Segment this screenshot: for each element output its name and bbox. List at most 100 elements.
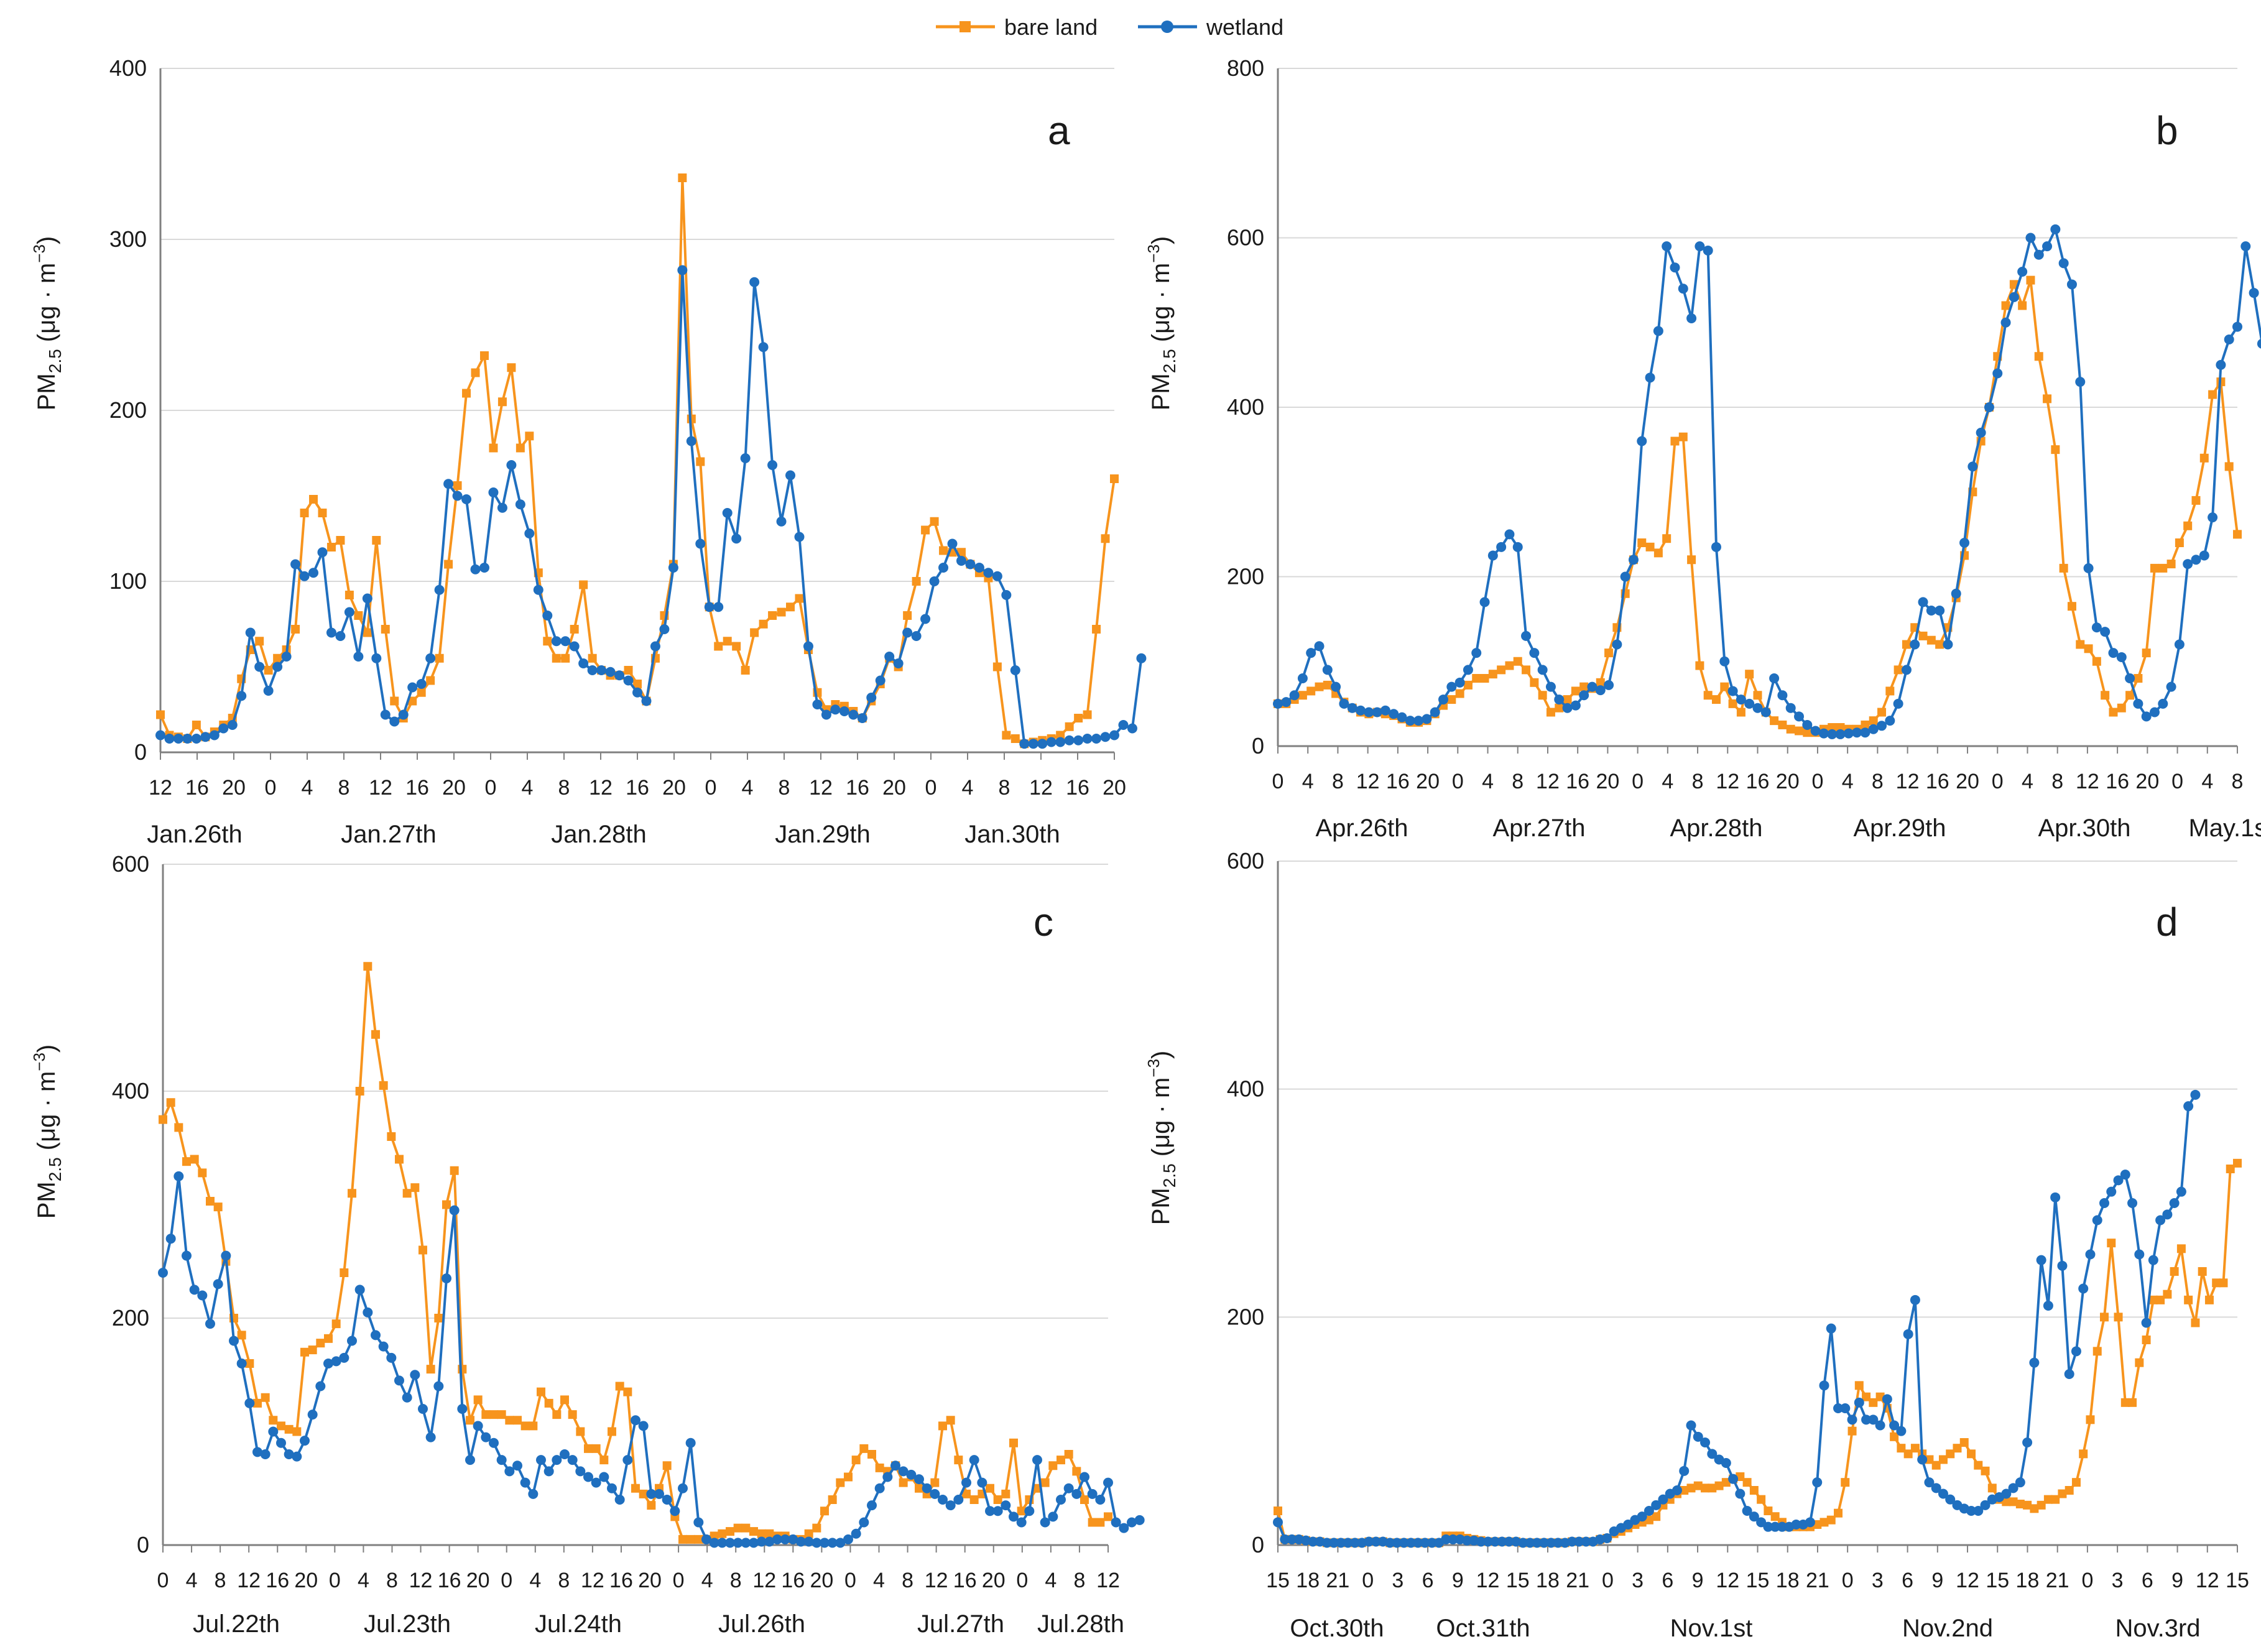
bare-land-point: [1890, 1432, 1899, 1441]
wetland-point: [938, 563, 949, 573]
wetland-point: [2057, 1260, 2068, 1271]
wetland-point: [686, 436, 696, 446]
date-label: Jan.30th: [964, 821, 1060, 848]
bare-land-point: [1072, 1467, 1081, 1476]
wetland-point: [709, 1538, 719, 1548]
wetland-point: [843, 1534, 853, 1544]
y-tick-label: 200: [1227, 564, 1264, 589]
wetland-point: [693, 1517, 704, 1528]
wetland-point: [830, 704, 841, 715]
wetland-point: [155, 730, 165, 741]
wetland-point: [2190, 1089, 2201, 1100]
wetland-point: [977, 1477, 987, 1488]
x-tick-label: 4: [1302, 770, 1314, 793]
bare-land-point: [741, 666, 750, 675]
bare-land-point: [2071, 1478, 2081, 1487]
wetland-point: [796, 1536, 806, 1547]
date-label: Jul.27th: [917, 1610, 1004, 1638]
x-tick-label: 12: [809, 776, 833, 800]
bare-land-point: [505, 1416, 514, 1425]
bare-land-point: [757, 1529, 766, 1538]
wetland-point: [1546, 1538, 1556, 1548]
bare-land-point: [1096, 1518, 1105, 1527]
wetland-point: [1056, 1495, 1066, 1505]
bare-land-point: [442, 1200, 451, 1209]
bare-land-point: [1861, 720, 1870, 729]
panel-b-letter: b: [2156, 108, 2178, 153]
bare-land-point: [471, 368, 480, 377]
wetland-point: [1518, 1538, 1528, 1548]
bare-land-point: [2134, 674, 2143, 683]
wetland-point: [227, 720, 238, 730]
wetland-point: [1707, 1449, 1718, 1459]
wetland-point: [2108, 648, 2119, 658]
x-tick-label: 21: [1806, 1569, 1829, 1592]
bare-land-point: [1110, 474, 1119, 483]
wetland-point: [764, 1536, 775, 1547]
wetland-point: [740, 453, 751, 463]
wetland-point: [882, 1472, 893, 1482]
bare-land-point: [2092, 657, 2101, 666]
wetland-point: [632, 687, 642, 698]
wetland-point: [173, 734, 183, 744]
wetland-point: [394, 1375, 404, 1386]
x-tick-label: 0: [265, 776, 277, 800]
x-tick-label: 20: [882, 776, 906, 800]
panel-a-date-labels: Jan.26th Jan.27th Jan.28th Jan.29th Jan.30th: [147, 821, 1060, 848]
bare-land-point: [2064, 1486, 2074, 1495]
bare-land-point: [390, 696, 399, 706]
bare-land-point: [395, 1155, 404, 1164]
x-tick-label: 0: [1811, 770, 1823, 793]
wetland-point: [1901, 665, 1912, 675]
wetland-point: [389, 716, 400, 727]
x-tick-label: 16: [405, 776, 429, 800]
wetland-point: [205, 1319, 215, 1329]
wetland-point: [1810, 726, 1821, 736]
bare-land-point: [261, 1393, 270, 1402]
x-tick-label: 4: [701, 1569, 713, 1592]
bare-land-point: [2117, 703, 2126, 713]
wetland-point: [1735, 1488, 1745, 1499]
bare-land-point: [993, 1495, 1002, 1504]
wetland-point: [1343, 1538, 1353, 1548]
wetland-point: [263, 686, 274, 696]
x-tick-label: 6: [1422, 1569, 1434, 1592]
wetland-point: [1567, 1536, 1578, 1547]
wetland-point: [641, 696, 652, 706]
wetland-point: [1744, 698, 1755, 709]
wetland-point: [1438, 694, 1449, 705]
bare-land-point: [930, 517, 939, 526]
bare-land-line-c: [162, 965, 1109, 1541]
bare-land-point: [1745, 670, 1754, 679]
wetland-point: [2208, 512, 2218, 523]
x-tick-label: 16: [185, 776, 209, 800]
bare-land-point: [710, 1531, 719, 1541]
x-tick-label: 6: [2142, 1569, 2153, 1592]
wetland-point: [569, 641, 580, 652]
wetland-point: [2025, 233, 2036, 243]
wetland-point: [560, 1449, 570, 1459]
x-tick-label: 3: [1872, 1569, 1884, 1592]
wetland-point: [407, 682, 418, 693]
wetland-point: [599, 1472, 609, 1482]
x-tick-label: 0: [1992, 770, 2004, 793]
bare-land-point: [2150, 563, 2159, 573]
x-tick-label: 4: [529, 1569, 541, 1592]
bare-land-point: [2191, 496, 2201, 505]
wetland-point: [276, 1437, 286, 1448]
bare-land-point: [1653, 548, 1663, 558]
wetland-point: [1896, 1426, 1907, 1436]
wetland-point: [425, 1432, 436, 1442]
wetland-point: [1763, 1521, 1773, 1532]
y-tick-label: 300: [109, 226, 147, 252]
bare-land-point: [489, 443, 498, 453]
bare-land-point: [969, 1495, 979, 1504]
wetland-point: [835, 1538, 846, 1548]
bare-land-point: [284, 1424, 294, 1434]
wetland-point: [820, 1538, 830, 1548]
wetland-point: [1645, 372, 1655, 383]
wetland-point: [2158, 698, 2168, 709]
wetland-point: [371, 653, 382, 663]
wetland-point: [2169, 1198, 2180, 1208]
